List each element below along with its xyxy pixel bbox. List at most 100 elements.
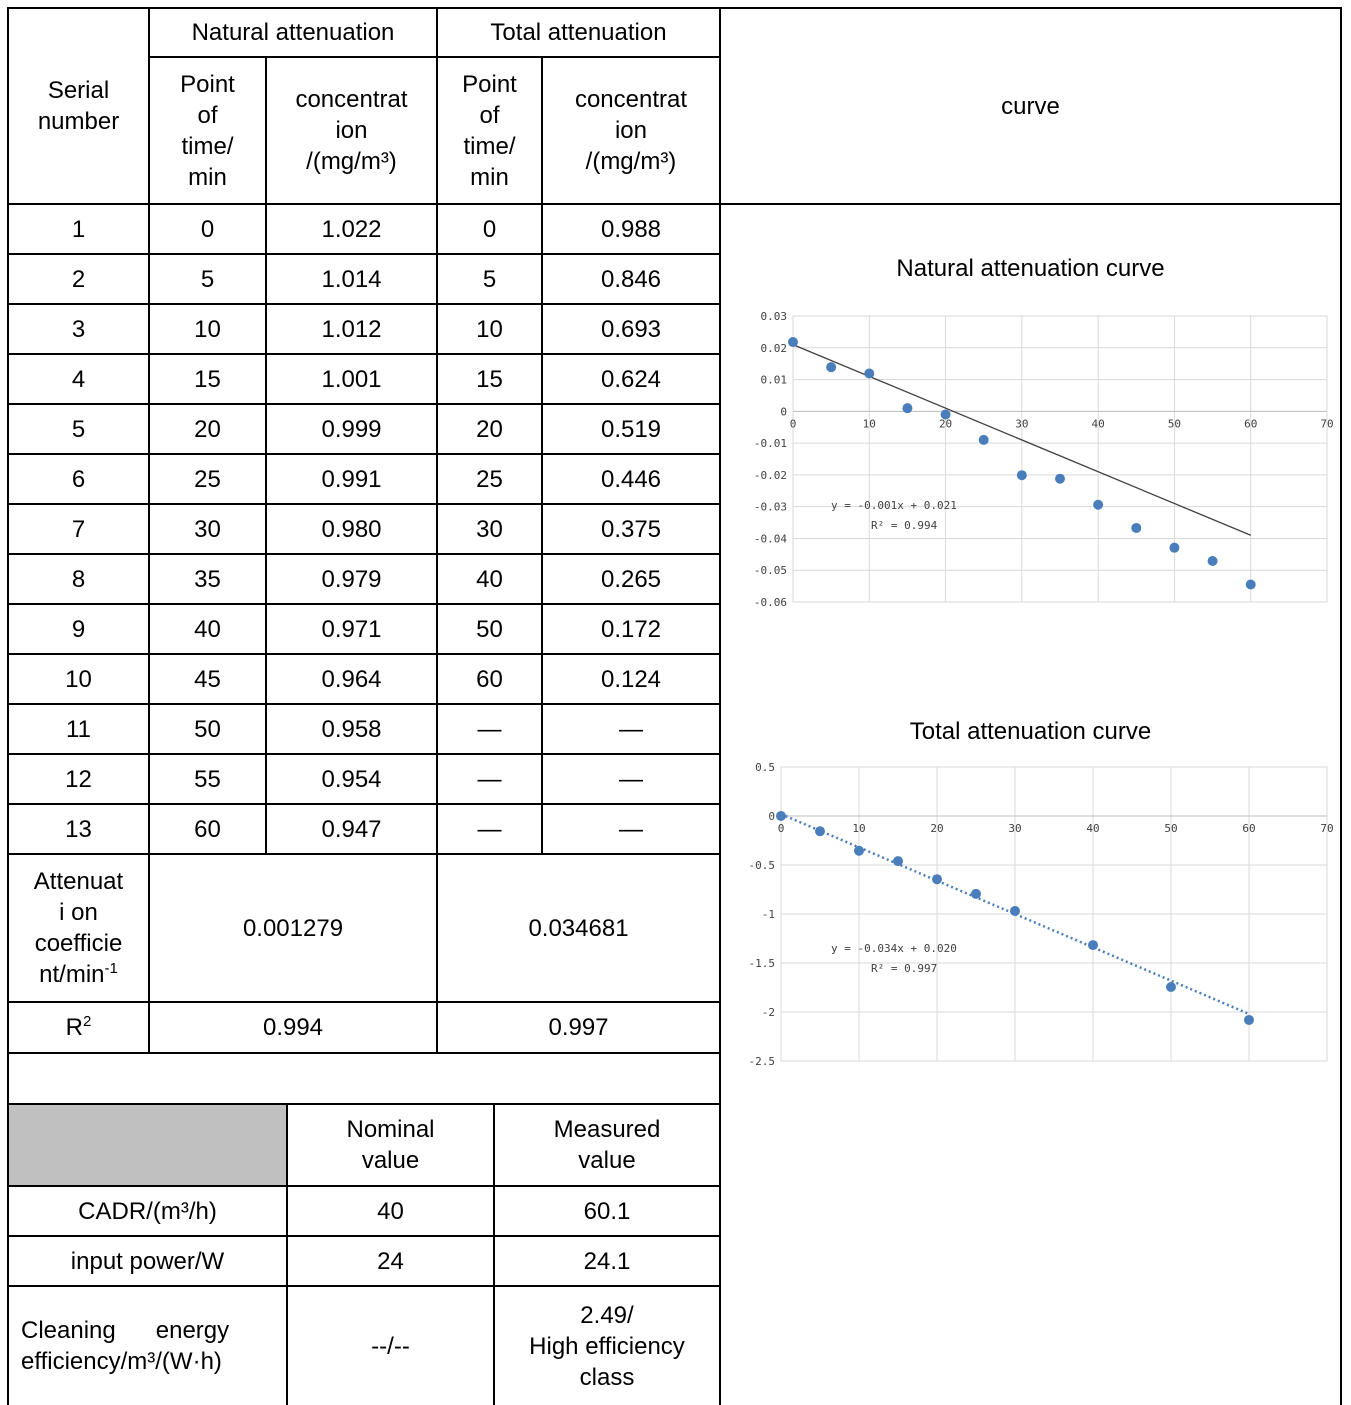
total-chart-title: Total attenuation curve xyxy=(909,718,1152,745)
y-tick-label: -0.5 xyxy=(749,859,776,872)
table-rule xyxy=(148,56,720,58)
summary-cadr-label: CADR/(m³/h) xyxy=(78,1197,217,1225)
data-point xyxy=(932,874,942,885)
natural-time-cell: 60 xyxy=(194,815,221,843)
table-rule xyxy=(7,353,720,355)
natural-attenuation-chart: 0.030.020.010-0.01-0.02-0.03-0.04-0.05-0… xyxy=(754,310,1334,609)
natural-time-cell: 25 xyxy=(194,465,221,493)
table-rule xyxy=(7,1235,720,1237)
total-time-cell: 5 xyxy=(482,265,497,293)
natural-concentration-cell: 1.014 xyxy=(321,265,382,293)
data-point xyxy=(776,811,786,821)
natural-concentration-cell: 1.012 xyxy=(321,315,382,343)
x-tick-label: 20 xyxy=(939,417,952,430)
table-rule xyxy=(7,753,720,755)
summary-efficiency-nominal: --/-- xyxy=(371,1332,410,1360)
serial-number-cell: 1 xyxy=(71,215,86,243)
header-natural-point-of-time: Point of time/ min xyxy=(180,70,235,191)
summary-power-nominal: 24 xyxy=(377,1247,404,1275)
natural-concentration-cell: 0.954 xyxy=(321,765,382,793)
trendline-r-squared: R² = 0.997 xyxy=(871,962,937,975)
header-total-point-of-time: Point of time/ min xyxy=(462,70,517,191)
table-border-top xyxy=(7,7,1342,9)
total-time-cell: — xyxy=(477,765,502,793)
attenuation-coefficient-natural: 0.001279 xyxy=(242,914,344,942)
total-time-cell: 10 xyxy=(476,315,503,343)
data-point xyxy=(854,845,864,856)
r2-total: 0.997 xyxy=(548,1014,609,1041)
natural-concentration-cell: 1.001 xyxy=(321,365,382,393)
natural-time-cell: 0 xyxy=(200,215,215,243)
x-tick-label: 30 xyxy=(1008,822,1021,835)
serial-number-cell: 12 xyxy=(65,765,92,793)
total-concentration-cell: 0.265 xyxy=(600,565,662,593)
x-tick-label: 40 xyxy=(1092,417,1105,430)
natural-concentration-cell: 0.964 xyxy=(321,665,382,693)
x-tick-label: 0 xyxy=(790,417,797,430)
natural-concentration-cell: 0.971 xyxy=(321,615,382,643)
r2-label-sup: 2 xyxy=(83,1013,92,1030)
y-tick-label: -0.02 xyxy=(754,469,787,482)
total-concentration-cell: 0.693 xyxy=(600,315,662,343)
summary-efficiency-measured: 2.49/ High efficiency class xyxy=(529,1301,685,1391)
serial-number-cell: 9 xyxy=(71,615,86,643)
y-tick-label: -0.03 xyxy=(754,501,787,514)
data-point xyxy=(826,362,837,373)
natural-time-cell: 40 xyxy=(194,615,221,643)
data-point xyxy=(940,409,951,420)
table-rule xyxy=(265,56,267,854)
y-tick-label: -0.04 xyxy=(754,532,787,545)
shaded-header-cell xyxy=(9,1105,286,1185)
serial-number-cell: 2 xyxy=(71,265,86,293)
r2-natural: 0.994 xyxy=(262,1014,324,1041)
x-tick-label: 20 xyxy=(930,822,943,835)
serial-number-cell: 5 xyxy=(71,415,86,443)
serial-number-cell: 7 xyxy=(71,515,86,543)
data-point xyxy=(971,888,981,899)
x-tick-label: 70 xyxy=(1320,417,1333,430)
x-tick-label: 40 xyxy=(1086,822,1099,835)
data-point xyxy=(1244,1014,1254,1025)
data-point xyxy=(1166,982,1176,993)
data-point xyxy=(1207,556,1218,567)
table-rule xyxy=(7,853,720,855)
table-rule xyxy=(7,253,720,255)
data-point xyxy=(1010,905,1020,916)
attenuation-coefficient-label: Attenuat i on coefficie nt/min-1 xyxy=(9,855,148,1001)
summary-header-nominal: Nominal value xyxy=(346,1116,435,1174)
x-tick-label: 50 xyxy=(1164,822,1177,835)
total-concentration-cell: 0.375 xyxy=(600,515,662,543)
table-rule xyxy=(7,203,1342,205)
table-border-left xyxy=(7,7,9,1405)
total-concentration-cell: 0.846 xyxy=(600,265,662,293)
data-point xyxy=(1093,499,1104,510)
y-tick-label: 0.5 xyxy=(755,761,775,774)
summary-power-measured: 24.1 xyxy=(583,1247,631,1275)
table-rule xyxy=(7,1103,720,1105)
total-concentration-cell: 0.172 xyxy=(600,615,662,643)
natural-time-cell: 20 xyxy=(194,415,221,443)
total-concentration-cell: 0.519 xyxy=(600,415,662,443)
summary-header-measured: Measured value xyxy=(553,1116,661,1174)
total-time-cell: 15 xyxy=(476,365,503,393)
data-point xyxy=(978,434,989,445)
total-time-cell: 20 xyxy=(476,415,503,443)
natural-concentration-cell: 1.022 xyxy=(321,215,382,243)
y-tick-label: 0 xyxy=(768,810,775,823)
table-rule xyxy=(7,1001,720,1003)
table-rule xyxy=(7,303,720,305)
natural-time-cell: 55 xyxy=(194,765,221,793)
natural-concentration-cell: 0.947 xyxy=(321,815,382,843)
table-rule xyxy=(541,56,543,854)
table-rule xyxy=(7,403,720,405)
table-rule xyxy=(7,603,720,605)
table-rule xyxy=(7,803,720,805)
total-attenuation-chart: 0.5 0 -0.5 -1 -1.5 -2 -2.5 0 10 20 30 40 50 60 70 y = -… xyxy=(749,761,1334,1068)
table-rule xyxy=(7,1285,720,1287)
total-concentration-cell: — xyxy=(619,815,643,843)
data-point xyxy=(1131,522,1142,533)
table-rule xyxy=(7,503,720,505)
serial-number-cell: 6 xyxy=(71,465,86,493)
attenuation-coefficient-label-text: Attenuat i on coefficie nt/min xyxy=(33,868,124,988)
table-rule xyxy=(7,553,720,555)
